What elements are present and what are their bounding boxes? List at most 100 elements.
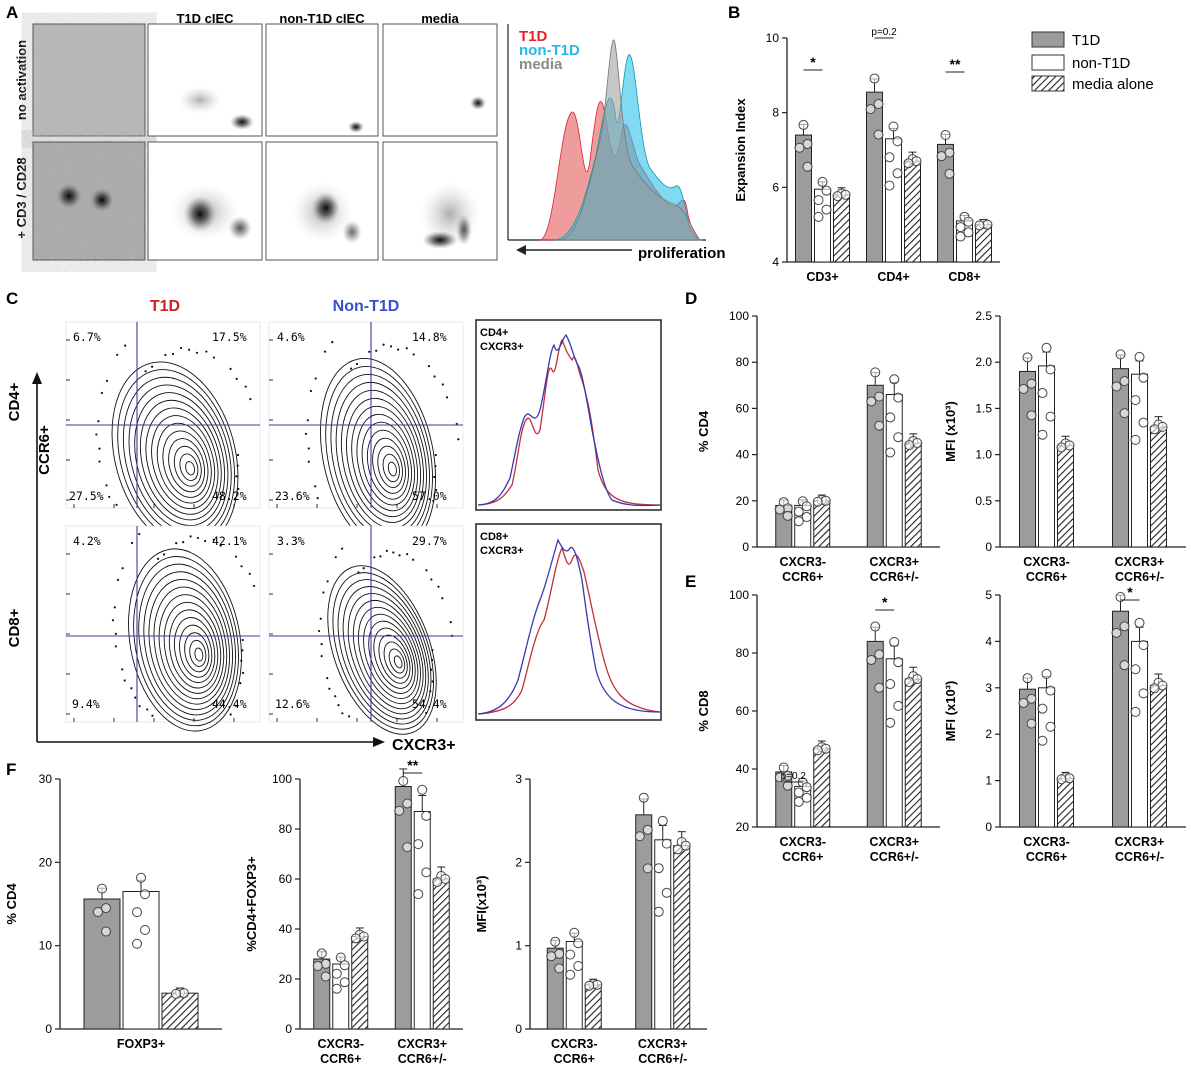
y-tick-label: 2 bbox=[985, 727, 992, 741]
col-header-c-t1d: T1D bbox=[150, 298, 180, 315]
y-tick-label: 10 bbox=[766, 31, 780, 45]
data-point bbox=[1056, 774, 1067, 785]
bar bbox=[161, 992, 199, 1030]
data-point bbox=[893, 392, 904, 403]
chart-d-left: 0 20 40 60 80 100 % CD4 CXCR3-CCR6+ CXCR3+CCR6+/… bbox=[696, 309, 940, 584]
data-point bbox=[661, 887, 672, 898]
contour-plot bbox=[268, 525, 464, 735]
data-point bbox=[821, 185, 832, 196]
row-label-cd3-cd28: + CD3 / CD28 bbox=[14, 157, 29, 238]
data-point bbox=[1022, 352, 1033, 363]
data-point bbox=[874, 391, 885, 402]
bar bbox=[1019, 370, 1036, 548]
contour-line bbox=[366, 429, 409, 500]
data-point bbox=[793, 516, 804, 527]
data-point bbox=[1115, 592, 1126, 602]
hist-legend-non-t1d: non-T1D bbox=[519, 42, 580, 59]
event-dot bbox=[180, 346, 183, 350]
contour-line bbox=[128, 548, 242, 732]
data-point bbox=[1045, 721, 1056, 732]
data-point bbox=[1018, 383, 1029, 394]
bar bbox=[833, 194, 850, 263]
data-point bbox=[1130, 664, 1141, 675]
data-point bbox=[889, 374, 900, 385]
quad-cd8-non-ll: 12.6% bbox=[275, 697, 310, 711]
contour-line bbox=[173, 445, 202, 487]
event-dot bbox=[196, 536, 200, 540]
bar bbox=[584, 984, 602, 1030]
y-axis-label-ccr6: CCR6+ bbox=[36, 425, 53, 475]
micrograph-cd3-cd28 bbox=[32, 141, 146, 261]
data-point bbox=[1115, 349, 1126, 360]
event-dot bbox=[320, 654, 323, 658]
data-point bbox=[892, 168, 903, 179]
y-tick-label: 60 bbox=[736, 704, 750, 718]
event-dot bbox=[425, 569, 428, 572]
data-point bbox=[132, 907, 142, 918]
contour-plot bbox=[268, 321, 464, 552]
event-dot bbox=[320, 643, 323, 646]
category-label: CCR6+ bbox=[782, 570, 823, 584]
event-dot bbox=[204, 539, 207, 543]
event-dot bbox=[316, 497, 319, 500]
data-point bbox=[339, 977, 350, 988]
data-point bbox=[573, 938, 584, 949]
data-point bbox=[93, 907, 103, 917]
event-dot bbox=[431, 648, 434, 652]
data-point bbox=[812, 745, 823, 756]
data-point bbox=[565, 949, 576, 960]
micrograph-no-activation bbox=[32, 23, 146, 137]
data-point bbox=[421, 810, 432, 821]
event-dot bbox=[219, 544, 222, 547]
event-dot bbox=[236, 464, 239, 467]
data-point bbox=[132, 938, 142, 949]
event-dot bbox=[98, 447, 101, 450]
data-point bbox=[903, 158, 914, 169]
category-label: CXCR3+ bbox=[869, 555, 919, 569]
event-dot bbox=[389, 345, 393, 348]
data-point bbox=[782, 510, 793, 521]
chart-f-mid: 0 20 40 60 80 100 %CD4+FOXP3+ CXCR3-CCR6+ CXCR3+… bbox=[244, 757, 463, 1066]
category-label: CXCR3- bbox=[317, 1037, 364, 1051]
y-tick-label: 2.0 bbox=[975, 355, 992, 369]
data-point bbox=[870, 367, 881, 378]
contour-plot-frame bbox=[268, 525, 464, 723]
data-point bbox=[1037, 703, 1048, 714]
quad-cd4-t1d-ll: 27.5% bbox=[69, 489, 104, 503]
contour-line bbox=[342, 586, 429, 720]
bar bbox=[1057, 444, 1074, 548]
category-label: CCR6+/- bbox=[1115, 850, 1164, 864]
bar bbox=[813, 500, 831, 548]
event-dot bbox=[431, 680, 434, 683]
event-dot bbox=[239, 682, 242, 685]
y-tick-label: 0 bbox=[985, 820, 992, 834]
data-point bbox=[1045, 685, 1056, 696]
data-point bbox=[97, 883, 107, 894]
data-point bbox=[584, 980, 595, 991]
data-point bbox=[904, 677, 915, 688]
histogram-media bbox=[559, 39, 701, 241]
legend-swatch-media-alone bbox=[1031, 75, 1065, 92]
y-axis-label: %CD4+FOXP3+ bbox=[244, 856, 259, 952]
data-point bbox=[136, 872, 146, 883]
event-dot bbox=[100, 391, 103, 395]
data-point bbox=[569, 927, 580, 938]
contour-line bbox=[163, 601, 222, 694]
event-dot bbox=[235, 377, 238, 380]
y-tick-label: 100 bbox=[729, 309, 749, 323]
event-dot bbox=[430, 578, 433, 581]
data-point bbox=[801, 512, 812, 523]
event-dot bbox=[382, 343, 385, 346]
event-dot bbox=[188, 348, 191, 351]
contour-line bbox=[383, 641, 408, 679]
chart-d-right: 0 0.5 1.0 1.5 2.0 2.5 MFI (x10³) CXCR3-CCR6+ CXC… bbox=[943, 309, 1186, 584]
category-label: CCR6+ bbox=[782, 850, 823, 864]
contour-plot-frame bbox=[65, 525, 261, 723]
data-point bbox=[873, 99, 884, 110]
data-point bbox=[874, 420, 885, 431]
y-tick-label: 4 bbox=[985, 634, 992, 648]
event-dot bbox=[252, 584, 256, 588]
y-tick-label: 2.5 bbox=[975, 309, 992, 323]
event-dot bbox=[449, 621, 452, 624]
data-point bbox=[817, 176, 828, 187]
